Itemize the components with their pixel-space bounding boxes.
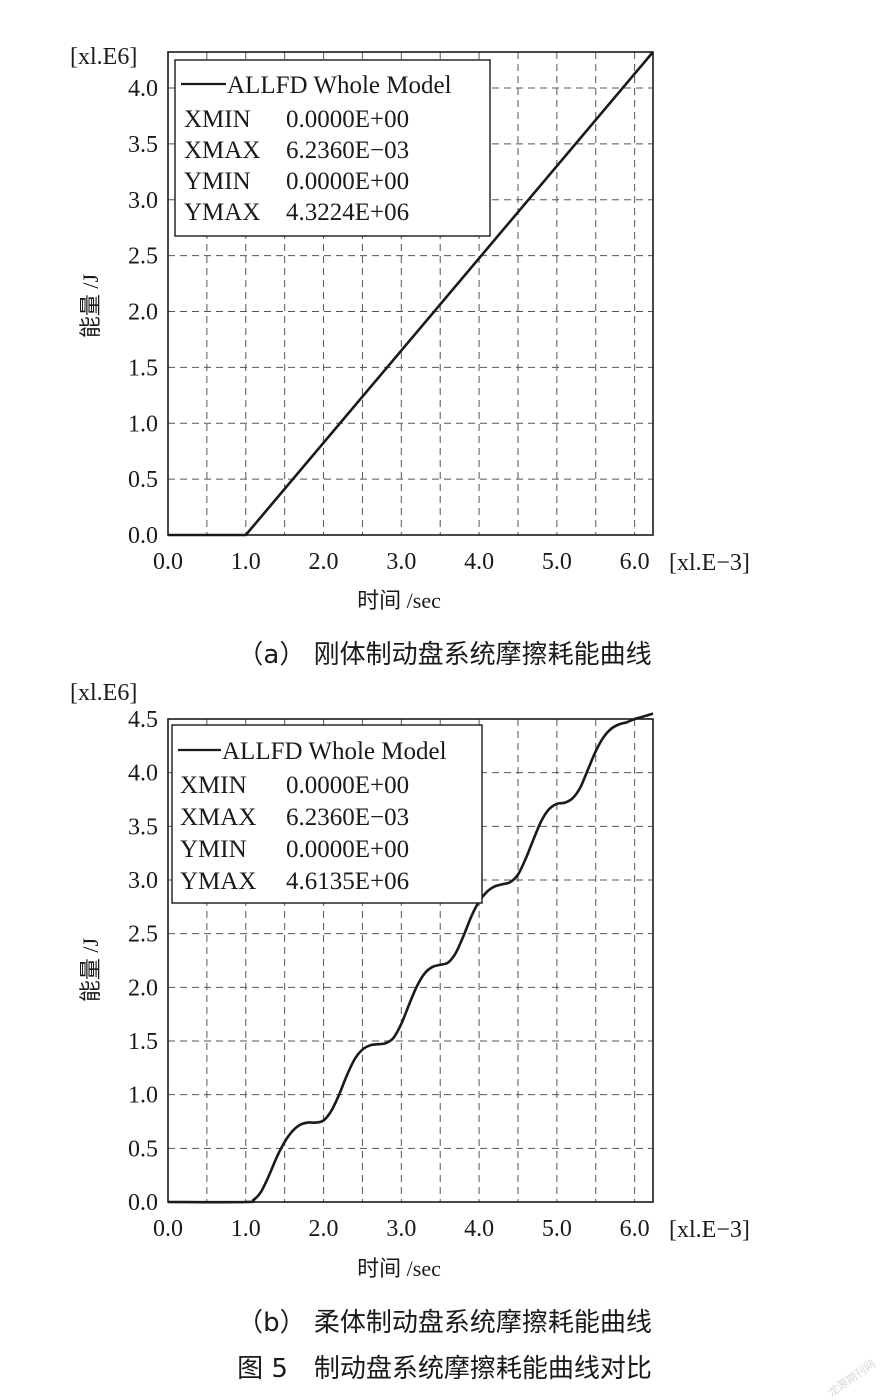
x-tick-label: 3.0	[386, 1216, 416, 1242]
legend-frame	[174, 59, 491, 237]
plot-frame	[167, 718, 654, 1203]
series-line-allfd	[168, 51, 654, 537]
legend-key-xmax: XMAX	[180, 804, 256, 831]
legend-key-ymax: YMAX	[180, 868, 256, 895]
legend-box: ALLFD Whole Model XMIN 0.0000E+00 XMAX 6…	[174, 59, 491, 237]
y-tick-label: 4.0	[128, 76, 158, 102]
y-tick-label: 3.0	[128, 868, 158, 894]
chart-panel-a: 0.0 0.5 1.0 1.5 2.0 2.5 3.0 3.5 4.0 0.0 1.0 2.0 3.0…	[70, 44, 750, 613]
legend-key-xmin: XMIN	[180, 772, 247, 799]
x-tick-label: 1.0	[231, 1216, 261, 1242]
x-tick-label: 4.0	[464, 549, 494, 575]
legend-value-ymin: 0.0000E+00	[286, 168, 409, 195]
y-tick-label: 3.5	[128, 814, 158, 840]
legend-value-ymax: 4.3224E+06	[286, 199, 409, 226]
x-tick-label: 5.0	[542, 1216, 572, 1242]
x-tick-label: 2.0	[309, 549, 339, 575]
legend-key-xmax: XMAX	[184, 137, 260, 164]
y-tick-label: 2.0	[128, 975, 158, 1001]
figure-caption: 图 5 制动盘系统摩擦耗能曲线对比	[237, 1354, 652, 1384]
y-multiplier-label: [xl.E6]	[70, 680, 137, 706]
y-tick-label: 1.0	[128, 411, 158, 437]
y-axis-title: 能量 /J	[78, 937, 103, 1002]
x-tick-label: 5.0	[542, 549, 572, 575]
y-tick-label: 1.5	[128, 355, 158, 381]
x-tick-label: 4.0	[464, 1216, 494, 1242]
y-tick-label: 3.5	[128, 132, 158, 158]
legend-value-xmax: 6.2360E−03	[286, 804, 409, 831]
x-axis-title: 时间 /sec	[357, 588, 441, 613]
chart-panel-b: 0.0 0.5 1.0 1.5 2.0 2.5 3.0 3.5 4.0 4.5 0.0 1.0 2.0…	[70, 680, 750, 1281]
y-tick-label: 1.5	[128, 1029, 158, 1055]
legend-key-ymin: YMIN	[180, 836, 247, 863]
x-tick-label: 6.0	[620, 549, 650, 575]
x-tick-label: 0.0	[153, 1216, 183, 1242]
y-tick-label: 2.5	[128, 244, 158, 270]
panel-a-caption: （a） 刚体制动盘系统摩擦耗能曲线	[237, 640, 652, 670]
legend-key-ymax: YMAX	[184, 199, 260, 226]
x-tick-label: 0.0	[153, 549, 183, 575]
x-multiplier-label: [xl.E−3]	[669, 1217, 750, 1243]
y-tick-label: 1.0	[128, 1083, 158, 1109]
legend-value-ymax: 4.6135E+06	[286, 868, 409, 895]
y-axis-title: 能量 /J	[78, 273, 103, 338]
x-tick-label: 1.0	[231, 549, 261, 575]
y-tick-label: 4.0	[128, 761, 158, 787]
legend-value-xmin: 0.0000E+00	[286, 106, 409, 133]
legend-series-name: ALLFD Whole Model	[222, 738, 447, 765]
legend-frame	[171, 724, 483, 904]
y-multiplier-label: [xl.E6]	[70, 44, 137, 70]
x-multiplier-label: [xl.E−3]	[669, 550, 750, 576]
x-axis-title: 时间 /sec	[357, 1256, 441, 1281]
x-tick-label: 6.0	[620, 1216, 650, 1242]
y-tick-label: 0.5	[128, 1136, 158, 1162]
y-tick-label: 0.0	[128, 523, 158, 549]
legend-series-name: ALLFD Whole Model	[227, 72, 452, 99]
plot-frame	[167, 51, 654, 536]
y-tick-label: 0.0	[128, 1190, 158, 1216]
y-tick-label: 0.5	[128, 467, 158, 493]
legend-value-xmax: 6.2360E−03	[286, 137, 409, 164]
series-line-allfd	[167, 712, 654, 1204]
x-tick-label: 2.0	[309, 1216, 339, 1242]
legend-key-ymin: YMIN	[184, 168, 251, 195]
y-tick-label: 3.0	[128, 188, 158, 214]
legend-box: ALLFD Whole Model XMIN 0.0000E+00 XMAX 6…	[171, 724, 483, 904]
y-tick-label: 2.0	[128, 300, 158, 326]
legend-value-xmin: 0.0000E+00	[286, 772, 409, 799]
legend-key-xmin: XMIN	[184, 106, 251, 133]
y-tick-label: 4.5	[128, 707, 158, 733]
legend-value-ymin: 0.0000E+00	[286, 836, 409, 863]
y-tick-label: 2.5	[128, 922, 158, 948]
panel-b-caption: （b） 柔体制动盘系统摩擦耗能曲线	[237, 1308, 652, 1338]
x-tick-label: 3.0	[386, 549, 416, 575]
